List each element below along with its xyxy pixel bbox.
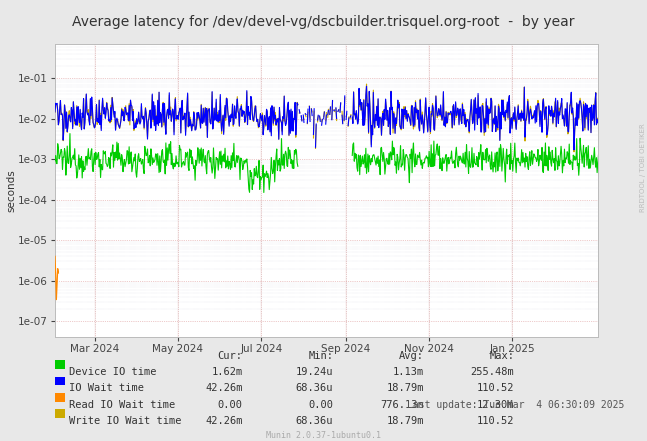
Text: 0.00: 0.00 — [308, 400, 333, 410]
Text: Read IO Wait time: Read IO Wait time — [69, 400, 175, 410]
Text: 776.13n: 776.13n — [380, 400, 424, 410]
Text: 18.79m: 18.79m — [386, 383, 424, 393]
Text: 0.00: 0.00 — [217, 400, 243, 410]
Text: 12.30m: 12.30m — [477, 400, 514, 410]
Text: Cur:: Cur: — [217, 351, 243, 361]
Text: 42.26m: 42.26m — [205, 383, 243, 393]
Text: Max:: Max: — [489, 351, 514, 361]
Text: IO Wait time: IO Wait time — [69, 383, 144, 393]
Text: 18.79m: 18.79m — [386, 416, 424, 426]
Text: Avg:: Avg: — [399, 351, 424, 361]
Text: Last update: Tue Mar  4 06:30:09 2025: Last update: Tue Mar 4 06:30:09 2025 — [407, 400, 624, 410]
Text: 68.36u: 68.36u — [296, 383, 333, 393]
Text: Write IO Wait time: Write IO Wait time — [69, 416, 182, 426]
Text: 68.36u: 68.36u — [296, 416, 333, 426]
Text: 42.26m: 42.26m — [205, 416, 243, 426]
Text: 1.13m: 1.13m — [393, 367, 424, 377]
Text: RRDTOOL / TOBI OETIKER: RRDTOOL / TOBI OETIKER — [640, 123, 646, 212]
Y-axis label: seconds: seconds — [6, 169, 17, 212]
Text: 1.62m: 1.62m — [212, 367, 243, 377]
Text: 19.24u: 19.24u — [296, 367, 333, 377]
Text: 110.52: 110.52 — [477, 416, 514, 426]
Text: Device IO time: Device IO time — [69, 367, 157, 377]
Text: 110.52: 110.52 — [477, 383, 514, 393]
Text: Average latency for /dev/devel-vg/dscbuilder.trisquel.org-root  -  by year: Average latency for /dev/devel-vg/dscbui… — [72, 15, 575, 30]
Text: Munin 2.0.37-1ubuntu0.1: Munin 2.0.37-1ubuntu0.1 — [266, 431, 381, 440]
Text: 255.48m: 255.48m — [470, 367, 514, 377]
Text: Min:: Min: — [308, 351, 333, 361]
